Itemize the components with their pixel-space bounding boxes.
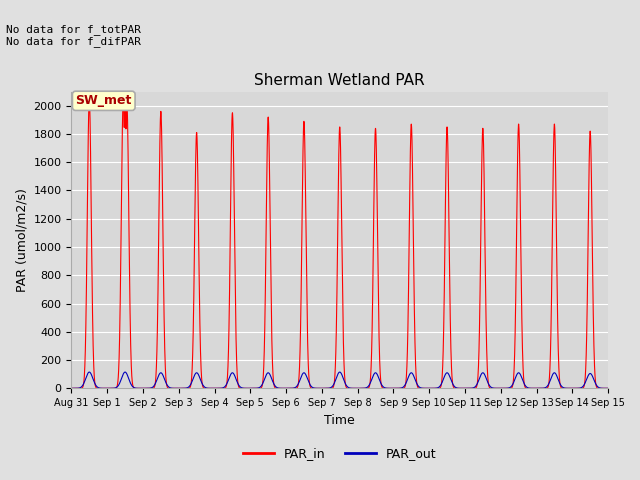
Legend: PAR_in, PAR_out: PAR_in, PAR_out (238, 442, 442, 465)
Text: SW_met: SW_met (76, 95, 132, 108)
X-axis label: Time: Time (324, 414, 355, 427)
Text: No data for f_totPAR
No data for f_difPAR: No data for f_totPAR No data for f_difPA… (6, 24, 141, 48)
Y-axis label: PAR (umol/m2/s): PAR (umol/m2/s) (15, 188, 28, 292)
Title: Sherman Wetland PAR: Sherman Wetland PAR (255, 72, 425, 88)
